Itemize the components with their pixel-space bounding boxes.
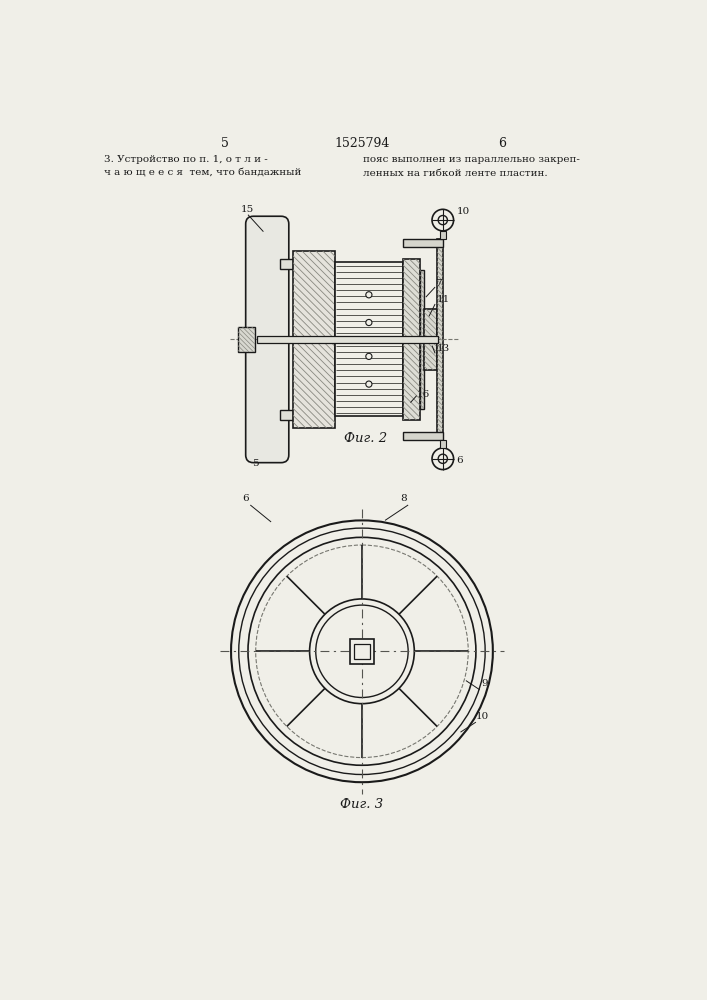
Text: пояс выполнен из параллельно закреп-
ленных на гибкой ленте пластин.: пояс выполнен из параллельно закреп- лен… bbox=[363, 155, 580, 178]
Text: Фиг. 2: Фиг. 2 bbox=[344, 432, 387, 445]
Circle shape bbox=[438, 454, 448, 463]
Bar bbox=[354, 644, 370, 659]
Text: 6: 6 bbox=[457, 456, 463, 465]
Bar bbox=[420, 270, 424, 409]
Bar bbox=[279, 259, 293, 269]
Bar bbox=[403, 432, 443, 440]
Text: 6: 6 bbox=[498, 137, 506, 150]
Text: 16: 16 bbox=[416, 390, 430, 399]
Circle shape bbox=[366, 319, 372, 326]
Bar bbox=[424, 309, 437, 370]
Text: 5: 5 bbox=[221, 137, 229, 150]
Circle shape bbox=[316, 605, 408, 698]
Text: 6: 6 bbox=[243, 494, 250, 503]
Bar bbox=[350, 639, 374, 664]
Text: 10: 10 bbox=[457, 207, 470, 216]
Circle shape bbox=[239, 528, 485, 775]
Text: 10: 10 bbox=[476, 712, 489, 721]
FancyBboxPatch shape bbox=[246, 216, 288, 463]
Circle shape bbox=[366, 292, 372, 298]
Text: 11: 11 bbox=[437, 295, 450, 304]
Bar bbox=[335, 262, 403, 416]
Text: 1525794: 1525794 bbox=[334, 137, 390, 150]
Bar bbox=[238, 327, 255, 352]
Bar bbox=[257, 336, 438, 343]
Text: 15: 15 bbox=[240, 205, 254, 214]
Circle shape bbox=[432, 209, 454, 231]
Circle shape bbox=[248, 537, 476, 765]
Circle shape bbox=[310, 599, 414, 704]
Text: 9: 9 bbox=[481, 679, 488, 688]
Text: 3. Устройство по п. 1, о т л и -
ч а ю щ е е с я  тем, что бандажный: 3. Устройство по п. 1, о т л и - ч а ю щ… bbox=[104, 155, 301, 178]
Circle shape bbox=[366, 381, 372, 387]
Text: Фиг. 3: Фиг. 3 bbox=[340, 798, 383, 811]
Text: 8: 8 bbox=[400, 494, 407, 503]
Bar bbox=[279, 410, 293, 420]
Circle shape bbox=[231, 520, 493, 782]
Bar bbox=[403, 259, 420, 420]
Circle shape bbox=[438, 215, 448, 225]
Bar bbox=[293, 251, 335, 428]
Circle shape bbox=[366, 353, 372, 359]
Text: 13: 13 bbox=[437, 344, 450, 353]
Bar bbox=[403, 239, 443, 247]
Text: 7: 7 bbox=[435, 279, 442, 288]
Bar bbox=[437, 239, 443, 440]
Circle shape bbox=[432, 448, 454, 470]
Bar bbox=[440, 440, 446, 448]
Bar bbox=[440, 231, 446, 239]
Text: 5: 5 bbox=[252, 460, 259, 468]
